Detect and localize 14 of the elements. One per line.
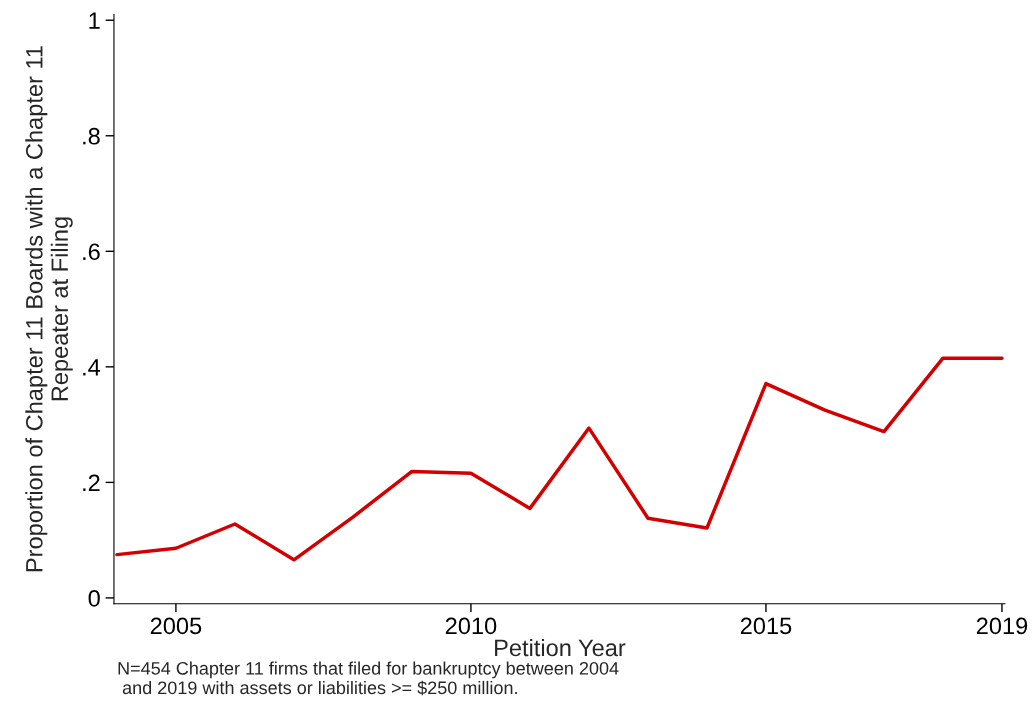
x-tick-label: 2019	[976, 617, 1028, 635]
x-tick-label: 2015	[740, 617, 792, 635]
y-tick-label: .8	[83, 127, 100, 145]
y-tick-label: 1	[89, 12, 100, 29]
y-tick-label: .4	[83, 359, 101, 376]
text: N=454 Chapter 11 firms that filed for bankruptcy between 2004 and 2019 with assets or liabilities >= $250 million.	[118, 661, 619, 696]
y-tick-label: .2	[83, 474, 100, 491]
x-tick-label: 2010	[445, 617, 497, 635]
y-tick-label: 0	[88, 590, 100, 607]
line-series	[115, 356, 1004, 562]
x-axis-title: Petition Year	[495, 638, 626, 657]
y-tick-label: .6	[83, 243, 100, 261]
x-tick-label: 2005	[150, 617, 202, 635]
y-axis-title: Proportion of Chapter 11 Boards with a Chapter 11 Repeater at Filing	[25, 46, 73, 572]
